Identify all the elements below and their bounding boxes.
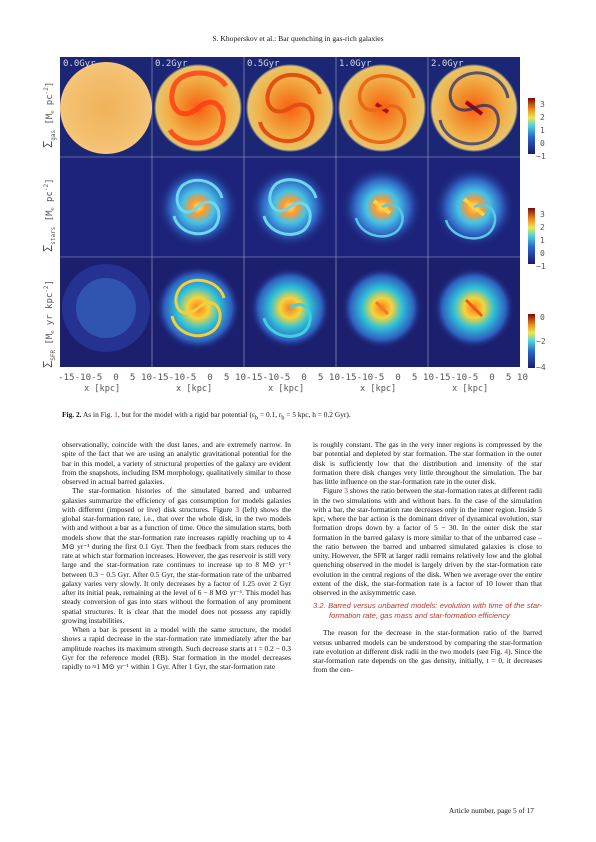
- time-label-4: 2.0Gyr: [431, 59, 464, 69]
- x-ticks: -15-10-5 0 5 10-15-10-5 0 5 10-15-10-5 0…: [58, 372, 528, 382]
- stars-panel-4: [434, 167, 514, 247]
- left-para-2b: (left) shows the global star-formation r…: [62, 504, 291, 625]
- caption-sub-c: b: [281, 415, 285, 422]
- section-title: Barred versus unbarred models: evolution…: [328, 601, 542, 620]
- time-label-2: 0.5Gyr: [247, 59, 280, 69]
- right-para-3: The reason for the decrease in the star-…: [313, 628, 542, 674]
- colorbar-sfr: [528, 314, 535, 368]
- caption-sub-b: b: [255, 415, 259, 422]
- stars-panel-1: [158, 167, 238, 247]
- left-para-3: When a bar is present in a model with th…: [62, 625, 291, 671]
- x-label-2: x [kpc]: [176, 384, 212, 394]
- ref-fig4[interactable]: 4: [504, 646, 509, 656]
- sfr-panel-4: [434, 268, 514, 348]
- time-label-0: 0.0Gyr: [63, 59, 96, 69]
- right-para-1: is roughly constant. The gas in the very…: [313, 440, 542, 486]
- cbar-sfr-tick-0: 0: [540, 313, 545, 322]
- figure-2: 0.0Gyr 0.2Gyr 0.5Gyr 1.0Gyr 2.0Gyr 3 2 1…: [41, 57, 546, 394]
- caption-text-d: = 5 kpc, h = 0.2 Gyr).: [284, 410, 351, 419]
- left-para-1: observationally, coincide with the dust …: [62, 440, 291, 486]
- cbar-stars-tick-4: −1: [536, 262, 546, 271]
- caption-label: Fig. 2.: [62, 410, 82, 419]
- cbar-gas-tick-0: 3: [540, 100, 545, 109]
- sfr-panel-1: [156, 266, 240, 350]
- right-para-3b: ). Since the star-formation rate depends…: [313, 646, 542, 675]
- ylabel-stars: Σstars [M⊙ pc-2]: [41, 179, 57, 253]
- colorbar-gas: [528, 98, 535, 154]
- left-para-2a: The star-formation histories of the simu…: [62, 486, 291, 514]
- caption-text-b: , but for the model with a rigid bar pot…: [117, 410, 256, 419]
- gas-panel-3: [338, 64, 426, 152]
- ylabel-sfr: ΣSFR [M⊙ yr kpc-2]: [41, 280, 57, 368]
- cbar-sfr-tick-2: −4: [536, 363, 546, 372]
- right-para-2: Figure 3 shows the ratio between the sta…: [313, 486, 542, 597]
- section-number: 3.2.: [313, 601, 326, 611]
- x-label-1: x [kpc]: [84, 384, 120, 394]
- panel-grid: [60, 57, 520, 367]
- ref-fig3-right[interactable]: 3: [344, 486, 348, 496]
- gas-panel-1: [154, 64, 242, 152]
- sfr-panel-0: [62, 264, 150, 352]
- gas-panel-2: [246, 64, 334, 152]
- right-para-2b: shows the ratio between the star-formati…: [313, 486, 542, 597]
- time-label-1: 0.2Gyr: [155, 59, 188, 69]
- caption-text-c: = 0.1, r: [258, 410, 282, 419]
- x-label-4: x [kpc]: [360, 384, 396, 394]
- time-label-3: 1.0Gyr: [339, 59, 372, 69]
- ylabel-gas: Σgas [M⊙ pc-2]: [41, 82, 57, 148]
- figure-caption: Fig. 2. As in Fig. 1, but for the model …: [62, 410, 542, 421]
- x-label-3: x [kpc]: [268, 384, 304, 394]
- cbar-gas-tick-4: −1: [536, 152, 546, 161]
- sfr-panel-2: [250, 268, 330, 348]
- cbar-gas-tick-1: 2: [540, 113, 545, 122]
- cbar-stars-tick-0: 3: [540, 210, 545, 219]
- gas-panel-4: [430, 64, 518, 152]
- sfr-panel-3: [342, 268, 422, 348]
- cbar-gas-tick-3: 0: [540, 139, 545, 148]
- cbar-stars-tick-1: 2: [540, 223, 545, 232]
- cbar-stars-tick-2: 1: [540, 236, 545, 245]
- colorbar-stars: [528, 208, 535, 264]
- page-footer: Article number, page 5 of 17: [448, 806, 534, 815]
- left-para-2: The star-formation histories of the simu…: [62, 486, 291, 625]
- right-para-3a: The reason for the decrease in the star-…: [313, 628, 542, 656]
- x-label-5: x [kpc]: [452, 384, 488, 394]
- section-heading: 3.2. Barred versus unbarred models: evol…: [313, 601, 542, 620]
- stars-panel-3: [342, 167, 422, 247]
- right-column: is roughly constant. The gas in the very…: [313, 440, 542, 675]
- ref-fig3[interactable]: 3: [235, 504, 240, 514]
- cbar-sfr-tick-1: −2: [536, 337, 546, 346]
- gas-disk-0: [60, 62, 152, 154]
- cbar-gas-tick-2: 1: [540, 126, 545, 135]
- cbar-stars-tick-3: 0: [540, 249, 545, 258]
- caption-text: As in Fig.: [81, 410, 115, 419]
- right-para-2a: Figure: [323, 486, 345, 496]
- caption-ref-fig1[interactable]: 1: [114, 410, 118, 419]
- left-column: observationally, coincide with the dust …: [62, 440, 291, 671]
- stars-panel-2: [250, 167, 330, 247]
- running-header: S. Khoperskov et al.: Bar quenching in g…: [212, 34, 384, 43]
